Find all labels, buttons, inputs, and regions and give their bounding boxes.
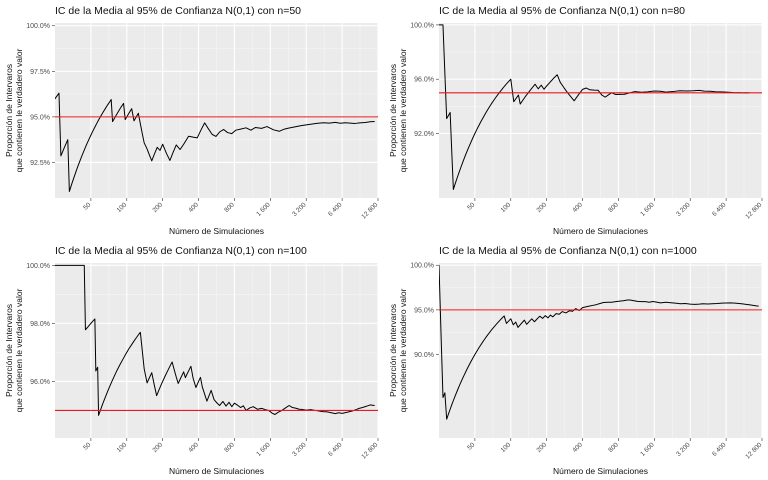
minor-gridlines xyxy=(439,23,762,198)
y-axis-label-line-1: Proporción de Intervaros xyxy=(388,64,398,157)
x-tick-label: 3 200 xyxy=(675,201,692,218)
minor-gridlines xyxy=(439,263,762,438)
chart-svg: 96.0% 98.0% 100.0% 50 100 200 400 800 1 600 3 200… xyxy=(4,245,380,476)
x-tick-label: 1 600 xyxy=(639,201,656,218)
x-tick-label: 100 xyxy=(500,201,513,214)
x-tick-label: 6 400 xyxy=(327,201,344,218)
chart-panel-n100: 96.0% 98.0% 100.0% 50 100 200 400 800 1 600 3 200… xyxy=(0,240,384,480)
y-tick-label: 92.0% xyxy=(414,131,434,138)
x-tick-label: 3 200 xyxy=(291,201,308,218)
y-tick-label: 95.0% xyxy=(414,307,434,314)
y-tick-label: 100.0% xyxy=(26,263,50,270)
x-tick-label: 400 xyxy=(187,441,200,454)
x-tick-label: 1 600 xyxy=(255,201,272,218)
x-tick-label: 800 xyxy=(223,201,236,214)
x-tick-label: 6 400 xyxy=(711,201,728,218)
y-tick-label: 96.0% xyxy=(30,379,50,386)
series-line-0 xyxy=(55,92,375,192)
y-axis-label-line-2: que contienen le verdadero valor xyxy=(398,288,408,412)
y-axis-label-line-2: que contienen le verdadero valor xyxy=(14,288,24,412)
x-tick-label: 12 800 xyxy=(744,201,763,220)
major-gridlines xyxy=(55,23,379,198)
x-tick-label: 800 xyxy=(607,441,620,454)
x-tick-label: 50 xyxy=(82,441,92,451)
x-tick-label: 100 xyxy=(116,201,129,214)
x-tick-label: 12 800 xyxy=(360,441,379,460)
x-tick-label: 3 200 xyxy=(291,441,308,458)
series-line-0 xyxy=(439,24,750,190)
x-tick-label: 50 xyxy=(466,201,476,211)
y-tick-label: 97.5% xyxy=(30,69,50,76)
series-line-0 xyxy=(439,264,759,420)
y-axis-label-line-2: que contienen le verdadero valor xyxy=(398,48,408,172)
x-tick-label: 3 200 xyxy=(675,441,692,458)
x-axis-label: Número de Simulaciones xyxy=(553,226,648,236)
chart-title: IC de la Media al 95% de Confianza N(0,1… xyxy=(55,245,307,257)
y-tick-label: 92.5% xyxy=(30,160,50,167)
x-tick-label: 200 xyxy=(535,441,548,454)
x-tick-label: 200 xyxy=(151,201,164,214)
x-tick-label: 800 xyxy=(223,441,236,454)
minor-gridlines xyxy=(55,23,378,198)
y-tick-label: 90.0% xyxy=(414,352,434,359)
x-tick-label: 50 xyxy=(82,201,92,211)
x-tick-label: 12 800 xyxy=(360,201,379,220)
chart-svg: 90.0% 95.0% 100.0% 50 100 200 400 800 1 600 3 200… xyxy=(388,245,764,476)
major-gridlines xyxy=(55,263,379,438)
y-tick-label: 100.0% xyxy=(410,22,434,29)
y-axis-label-line-2: que contienen le verdadero valor xyxy=(14,48,24,172)
minor-gridlines xyxy=(55,263,378,438)
x-tick-label: 200 xyxy=(151,441,164,454)
chart-title: IC de la Media al 95% de Confianza N(0,1… xyxy=(55,5,301,17)
major-gridlines xyxy=(439,263,763,438)
x-tick-label: 400 xyxy=(571,201,584,214)
chart-svg: 92.0% 96.0% 100.0% 50 100 200 400 800 1 600 3 200… xyxy=(388,5,764,236)
major-gridlines xyxy=(439,23,763,198)
x-tick-label: 800 xyxy=(607,201,620,214)
x-tick-label: 100 xyxy=(116,441,129,454)
x-tick-label: 200 xyxy=(535,201,548,214)
y-tick-label: 100.0% xyxy=(410,263,434,270)
x-axis-label: Número de Simulaciones xyxy=(169,466,264,476)
y-axis-label-line-1: Proporción de Intervaros xyxy=(388,304,398,397)
chart-title: IC de la Media al 95% de Confianza N(0,1… xyxy=(439,245,697,257)
x-tick-label: 6 400 xyxy=(711,441,728,458)
y-tick-label: 100.0% xyxy=(26,23,50,30)
x-tick-label: 400 xyxy=(187,201,200,214)
x-tick-label: 1 600 xyxy=(639,441,656,458)
x-axis-label: Número de Simulaciones xyxy=(169,226,264,236)
y-tick-label: 98.0% xyxy=(30,321,50,328)
chart-panel-n1000: 90.0% 95.0% 100.0% 50 100 200 400 800 1 600 3 200… xyxy=(384,240,768,480)
chart-title: IC de la Media al 95% de Confianza N(0,1… xyxy=(439,5,685,17)
y-tick-label: 95.0% xyxy=(30,114,50,121)
y-tick-label: 96.0% xyxy=(414,77,434,84)
chart-panel-n80: 92.0% 96.0% 100.0% 50 100 200 400 800 1 600 3 200… xyxy=(384,0,768,240)
x-tick-label: 50 xyxy=(466,441,476,451)
x-tick-label: 400 xyxy=(571,441,584,454)
x-tick-label: 1 600 xyxy=(255,441,272,458)
chart-panel-n50: 92.5% 95.0% 97.5% 100.0% 50 100 200 400 800 1 600… xyxy=(0,0,384,240)
chart-svg: 92.5% 95.0% 97.5% 100.0% 50 100 200 400 800 1 600… xyxy=(4,5,380,236)
x-tick-label: 6 400 xyxy=(327,441,344,458)
y-axis-label-line-1: Proporción de Intervaros xyxy=(4,304,14,397)
x-tick-label: 12 800 xyxy=(744,441,763,460)
x-axis-label: Número de Simulaciones xyxy=(553,466,648,476)
x-tick-label: 100 xyxy=(500,441,513,454)
y-axis-label-line-1: Proporción de Intervaros xyxy=(4,64,14,157)
